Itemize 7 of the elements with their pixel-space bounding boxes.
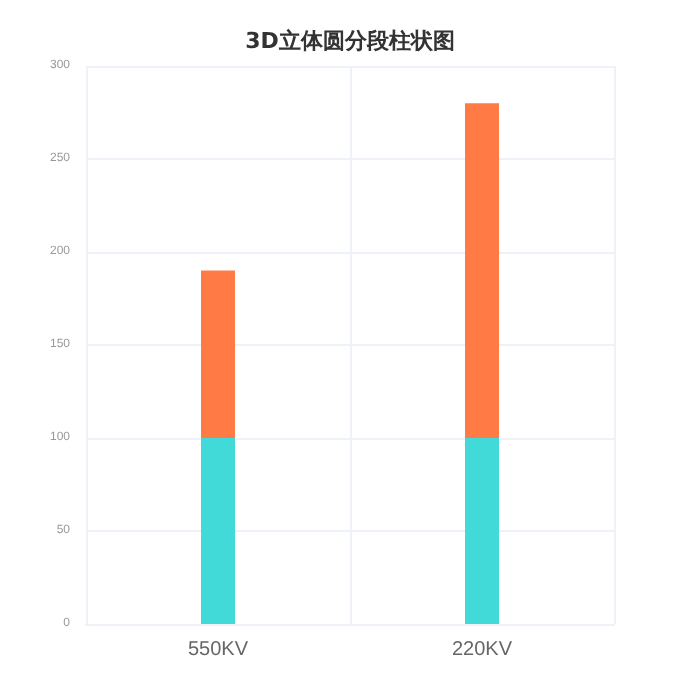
bar	[465, 438, 499, 624]
bar	[201, 270, 235, 438]
x-tick-label: 220KV	[451, 639, 513, 661]
bar	[465, 103, 499, 438]
x-tick-label: 550KV	[187, 639, 249, 661]
bar	[201, 438, 235, 624]
chart-title: 3D立体圆分段柱状图	[245, 28, 455, 54]
